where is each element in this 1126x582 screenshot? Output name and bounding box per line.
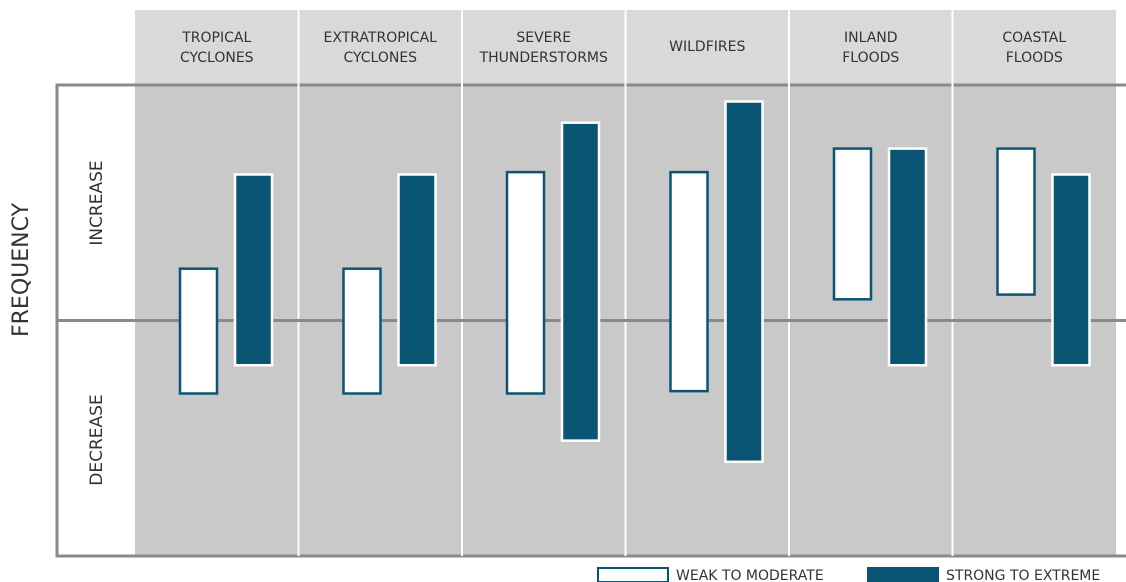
y-axis-label: FREQUENCY bbox=[9, 202, 34, 337]
x-tick-label: FLOODS bbox=[842, 50, 899, 66]
region-label: INCREASE bbox=[87, 160, 107, 245]
bar bbox=[178, 267, 219, 395]
x-tick-label: WILDFIRES bbox=[669, 39, 745, 55]
x-tick-label: SEVERE bbox=[516, 30, 571, 46]
x-tick-label: CYCLONES bbox=[343, 50, 417, 66]
bar bbox=[832, 147, 873, 301]
x-tick-label: THUNDERSTORMS bbox=[479, 50, 608, 66]
bar bbox=[669, 170, 709, 393]
legend-swatch bbox=[597, 567, 669, 582]
bar bbox=[233, 173, 274, 367]
x-tick-label: EXTRATROPICAL bbox=[324, 30, 438, 46]
bar bbox=[996, 147, 1036, 296]
bar bbox=[724, 100, 764, 464]
x-tick-label: FLOODS bbox=[1006, 50, 1063, 66]
bar bbox=[560, 121, 601, 442]
x-tick-label: INLAND bbox=[844, 30, 898, 46]
legend-label: WEAK TO MODERATE bbox=[676, 568, 824, 582]
x-tick-label: COASTAL bbox=[1002, 30, 1066, 46]
x-tick-label: TROPICAL bbox=[181, 30, 251, 46]
region-label: DECREASE bbox=[87, 394, 107, 485]
x-tick-label: CYCLONES bbox=[180, 50, 254, 66]
legend-swatch bbox=[867, 567, 939, 582]
bar bbox=[505, 170, 546, 395]
bar bbox=[397, 173, 437, 367]
legend-label: STRONG TO EXTREME bbox=[946, 568, 1100, 582]
bar bbox=[342, 267, 382, 395]
bar bbox=[1051, 173, 1091, 367]
bar bbox=[887, 147, 928, 367]
